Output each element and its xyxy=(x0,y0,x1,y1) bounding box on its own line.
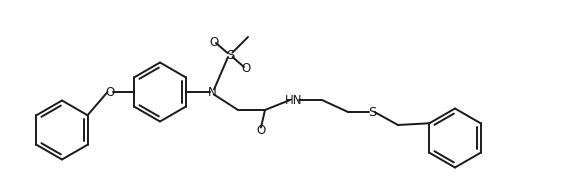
Text: S: S xyxy=(368,105,376,118)
Text: HN: HN xyxy=(285,93,303,107)
Text: O: O xyxy=(209,35,218,48)
Text: O: O xyxy=(105,86,115,98)
Text: S: S xyxy=(226,48,234,62)
Text: N: N xyxy=(208,86,216,98)
Text: O: O xyxy=(241,62,251,75)
Text: O: O xyxy=(256,123,265,136)
